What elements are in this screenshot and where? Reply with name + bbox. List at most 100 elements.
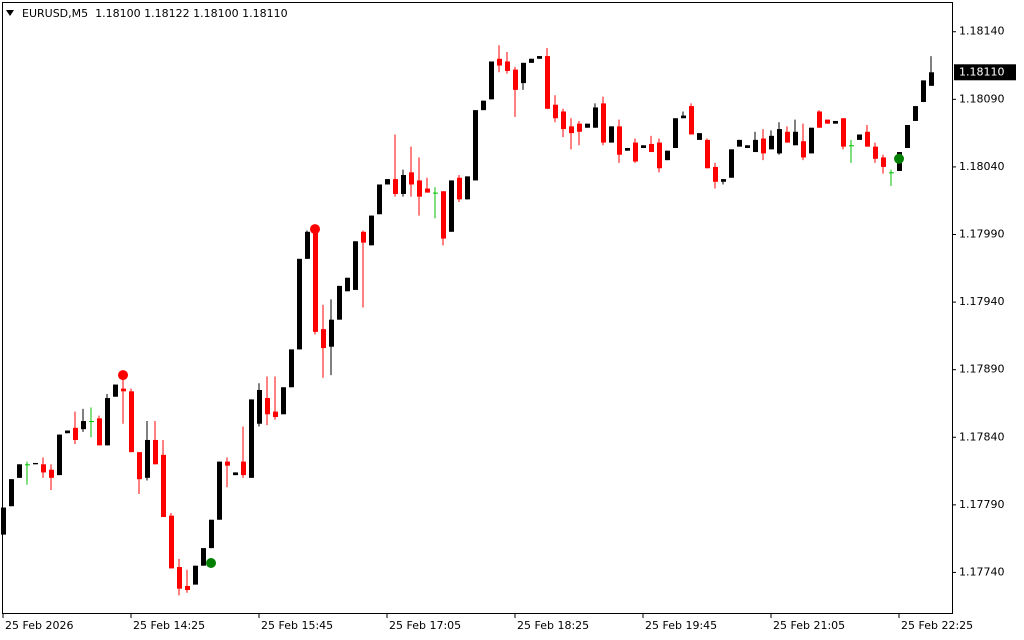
candle-body (57, 434, 62, 476)
candle-body (641, 145, 646, 148)
candle-body (273, 411, 278, 417)
candle-body (393, 179, 398, 194)
candle-body (721, 179, 726, 182)
candle-body (1, 507, 6, 535)
candle-body (913, 106, 918, 121)
candle-body (553, 104, 558, 119)
y-tick-label: 1.17940 (959, 295, 1005, 308)
candle-body (377, 184, 382, 215)
candle-body (97, 418, 102, 446)
candle-body (145, 439, 150, 478)
candle-body (489, 61, 494, 100)
candle-body (401, 175, 406, 194)
candle-body (41, 464, 46, 473)
candle-body (65, 430, 70, 434)
candle-body (537, 56, 542, 59)
x-tick-label: 25 Feb 21:05 (773, 619, 845, 632)
candle-body (665, 150, 670, 161)
candle-body (633, 142, 638, 162)
candle-body (513, 69, 518, 90)
candle-body (465, 176, 470, 200)
candle-body (921, 80, 926, 103)
current-price-box (954, 64, 1016, 81)
candle-body (833, 120, 838, 124)
chart-title: EURUSD,M5 1.18100 1.18122 1.18100 1.1811… (22, 7, 288, 20)
menu-triangle[interactable] (6, 10, 14, 16)
candle-body (289, 349, 294, 388)
candle-body (529, 58, 534, 63)
candle-body (593, 107, 598, 128)
y-tick-label: 1.17890 (959, 363, 1005, 376)
candle-body (745, 145, 750, 148)
candle-body (209, 519, 214, 549)
y-tick-label: 1.18140 (959, 25, 1005, 38)
candle-body (521, 62, 526, 84)
candle-body (473, 110, 478, 181)
signal-dot (310, 224, 320, 235)
x-tick-label: 25 Feb 15:45 (261, 619, 333, 632)
candle-body (505, 61, 510, 71)
candle-body (841, 118, 846, 147)
candle-body (785, 131, 790, 143)
candle-body (545, 56, 550, 109)
candle-body (481, 100, 486, 111)
candle-body (929, 72, 934, 86)
candle-body (777, 129, 782, 154)
candle-body (105, 398, 110, 446)
candle-body (9, 479, 14, 507)
candle-body (233, 472, 238, 476)
x-tick-label: 25 Feb 2026 (5, 619, 73, 632)
x-tick-label: 25 Feb 14:25 (133, 619, 205, 632)
candle-body (441, 191, 446, 239)
candle-body (353, 241, 358, 290)
candle-body (113, 384, 118, 397)
candle-body (425, 188, 430, 193)
candle-body (905, 125, 910, 148)
candle-body (361, 231, 366, 243)
candle-body (793, 131, 798, 146)
signal-dot (206, 557, 216, 568)
candle-body (257, 389, 262, 424)
candle-body (729, 149, 734, 178)
candle-body (753, 139, 758, 153)
candle-body (225, 461, 230, 466)
candle-body (193, 565, 198, 585)
candle-body (761, 138, 766, 154)
plot-frame (2, 2, 953, 614)
candle-body (569, 126, 574, 134)
current-price-label: 1.18110 (959, 65, 1005, 78)
candle-body (25, 464, 30, 466)
candle-body (313, 231, 318, 332)
candle-body (345, 277, 350, 292)
candle-body (73, 427, 78, 440)
x-tick-label: 25 Feb 22:25 (901, 619, 973, 632)
candle-body (217, 461, 222, 520)
candle-body (737, 139, 742, 147)
candle-body (561, 111, 566, 130)
candle-body (417, 180, 422, 197)
candle-body (681, 115, 686, 119)
candle-body (33, 462, 38, 465)
x-tick-label: 25 Feb 17:05 (389, 619, 461, 632)
candle-body (881, 157, 886, 167)
y-tick-label: 1.18040 (959, 160, 1005, 173)
candle-body (713, 166, 718, 182)
y-tick-label: 1.18090 (959, 92, 1005, 105)
x-tick-label: 25 Feb 19:45 (645, 619, 717, 632)
candle-body (889, 172, 894, 174)
candle-body (649, 143, 654, 153)
candle-body (17, 464, 22, 478)
candle-body (617, 126, 622, 155)
candle-body (457, 177, 462, 200)
candle-body (705, 139, 710, 169)
candle-body (825, 119, 830, 124)
candle-body (873, 146, 878, 159)
candle-body (129, 391, 134, 453)
candle-body (865, 131, 870, 147)
candle-body (281, 387, 286, 415)
y-tick-label: 1.17840 (959, 430, 1005, 443)
candle-body (577, 123, 582, 132)
